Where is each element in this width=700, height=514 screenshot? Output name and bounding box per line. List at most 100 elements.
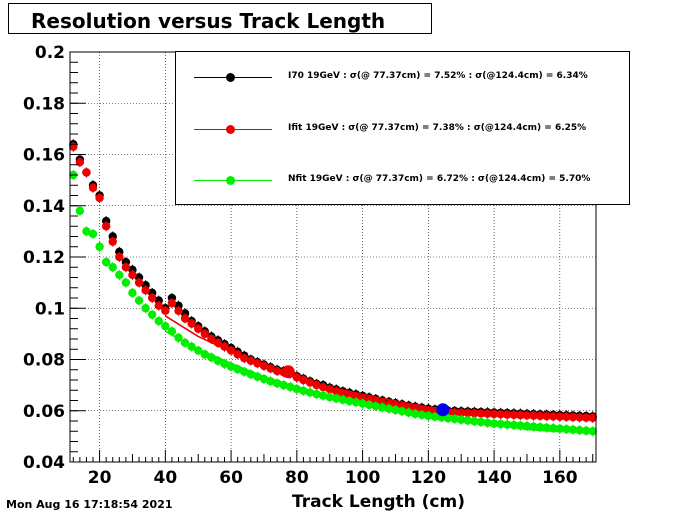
data-point [443, 413, 453, 423]
x-axis-label: Track Length (cm) [292, 492, 465, 512]
x-tick-label: 80 [285, 468, 309, 488]
data-point [522, 421, 532, 431]
data-point [575, 413, 584, 422]
x-tick-label: 40 [154, 468, 178, 488]
x-tick-label: 160 [542, 468, 578, 488]
data-point [588, 413, 597, 423]
legend-entry-nfit: Nfit 19GeV : σ(@ 77.37cm) = 6.72% : σ(@1… [176, 173, 629, 189]
fit-curve [164, 315, 560, 417]
x-tick-label: 120 [411, 468, 447, 488]
legend-marker-nfit [226, 176, 235, 185]
data-point [404, 408, 413, 417]
data-point [95, 193, 104, 203]
data-point [134, 296, 144, 305]
data-point [568, 412, 578, 422]
data-point [555, 424, 565, 433]
x-tick-label: 20 [88, 468, 112, 488]
data-point [588, 427, 597, 436]
y-tick-label: 0.04 [23, 453, 65, 473]
y-tick-label: 0.2 [35, 43, 65, 63]
chart-title: Resolution versus Track Length [8, 3, 432, 34]
data-point [121, 278, 131, 287]
data-point [345, 390, 354, 400]
data-point [115, 252, 124, 262]
y-tick-label: 0.14 [23, 197, 65, 217]
data-point [108, 237, 117, 246]
data-point [128, 288, 137, 298]
data-point [101, 222, 111, 231]
data-point [522, 411, 532, 420]
fit-curve [164, 330, 560, 433]
tick-labels: 20 40 60 80 100 120 140 160 0.04 0.06 0.08 0.1 0.12 0… [23, 43, 578, 488]
legend-marker-ifit [226, 125, 235, 134]
data-point [180, 314, 190, 323]
legend-label-ifit: Ifit 19GeV : σ(@ 77.37cm) = 7.38% : σ(@1… [288, 123, 587, 133]
data-point [134, 278, 144, 287]
data-point [200, 329, 209, 339]
data-point [581, 426, 591, 435]
legend-entry-ifit: Ifit 19GeV : σ(@ 77.37cm) = 7.38% : σ(@1… [176, 122, 629, 138]
data-point [549, 412, 558, 421]
data-point [82, 227, 91, 236]
data-point [535, 422, 545, 432]
y-tick-label: 0.16 [23, 146, 65, 166]
data-point [75, 206, 85, 216]
y-tick-label: 0.06 [23, 402, 65, 422]
data-point [154, 301, 163, 310]
y-tick-label: 0.1 [35, 299, 65, 319]
series-layer [69, 139, 597, 437]
data-point [187, 319, 196, 328]
data-point [147, 310, 157, 319]
timestamp: Mon Aug 16 17:18:54 2021 [6, 498, 173, 511]
data-point [338, 395, 348, 404]
data-point [174, 306, 183, 316]
highlight-point [436, 403, 450, 417]
data-point [575, 426, 584, 435]
data-point [549, 423, 558, 433]
data-point [516, 410, 525, 420]
legend-marker-i70 [226, 73, 235, 82]
data-point [161, 306, 170, 316]
data-point [95, 242, 104, 251]
axis-ticks [70, 51, 594, 463]
data-point [121, 263, 131, 272]
data-point [509, 410, 519, 420]
x-tick-label: 60 [219, 468, 243, 488]
data-point [161, 321, 170, 331]
data-point [101, 257, 111, 267]
data-point [542, 411, 551, 421]
legend-label-nfit: Nfit 19GeV : σ(@ 77.37cm) = 6.72% : σ(@1… [288, 174, 591, 184]
legend: I70 19GeV : σ(@ 77.37cm) = 7.52% : σ(@12… [175, 51, 630, 205]
data-point [581, 413, 591, 422]
x-tick-label: 100 [345, 468, 381, 488]
legend-label-i70: I70 19GeV : σ(@ 77.37cm) = 7.52% : σ(@12… [288, 71, 588, 81]
series-2 [69, 170, 597, 437]
data-point [568, 425, 578, 434]
data-point [529, 422, 538, 431]
y-tick-label: 0.12 [23, 248, 65, 268]
data-point [154, 316, 163, 326]
data-point [88, 183, 98, 193]
y-tick-label: 0.08 [23, 351, 65, 371]
data-point [82, 168, 91, 177]
data-point [483, 418, 492, 427]
data-point [128, 270, 137, 280]
data-point [562, 425, 571, 434]
y-tick-label: 0.18 [23, 94, 65, 114]
data-point [141, 286, 150, 295]
data-point [167, 298, 177, 308]
data-point [555, 412, 565, 421]
legend-entry-i70: I70 19GeV : σ(@ 77.37cm) = 7.52% : σ(@12… [176, 70, 629, 86]
x-tick-label: 140 [476, 468, 512, 488]
data-point [535, 411, 545, 421]
data-point [529, 411, 538, 420]
data-point [542, 423, 551, 432]
data-point [108, 263, 117, 272]
data-point [115, 270, 124, 280]
data-point [194, 324, 203, 333]
highlight-point [281, 365, 295, 379]
data-point [147, 293, 157, 303]
data-point [220, 342, 229, 351]
data-point [88, 229, 98, 239]
